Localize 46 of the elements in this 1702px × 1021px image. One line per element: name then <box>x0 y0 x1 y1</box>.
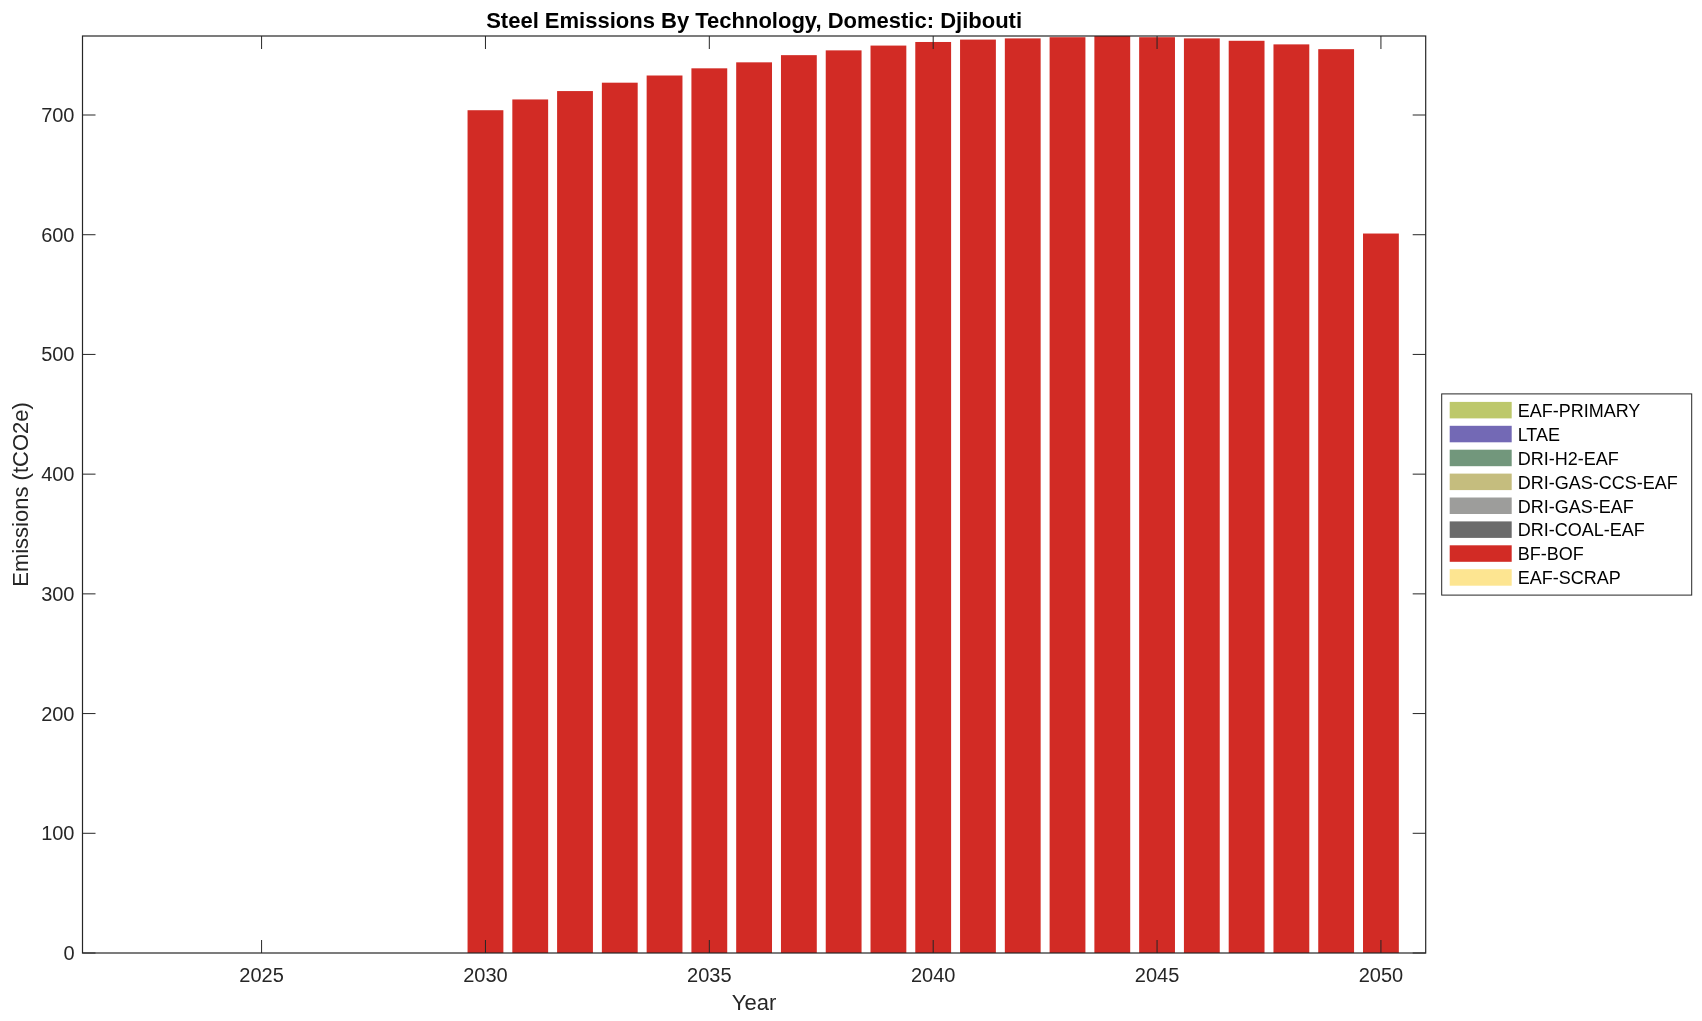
x-tick-label: 2050 <box>1358 964 1404 986</box>
bar <box>1228 40 1265 953</box>
bar <box>780 55 817 953</box>
chart-title: Steel Emissions By Technology, Domestic: Djibouti <box>486 8 1023 33</box>
legend-label: EAF-SCRAP <box>1517 568 1621 589</box>
x-tick-label: 2035 <box>687 964 732 986</box>
bar <box>825 50 862 953</box>
bar <box>646 75 683 953</box>
bar <box>1004 38 1041 953</box>
x-tick-label: 2045 <box>1134 964 1180 986</box>
y-axis-title: Emissions (tCO2e) <box>8 402 33 587</box>
legend-label: BF-BOF <box>1517 544 1584 565</box>
legend-label: EAF-PRIMARY <box>1517 400 1641 421</box>
y-tick-label: 400 <box>41 463 75 486</box>
y-tick-label: 200 <box>41 702 75 725</box>
bar <box>960 39 996 953</box>
x-axis-title: Year <box>731 990 777 1015</box>
bar <box>467 110 504 953</box>
legend-label: DRI-COAL-EAF <box>1517 520 1645 541</box>
x-tick-label: 2040 <box>910 964 956 986</box>
bar <box>915 41 952 953</box>
legend-label: DRI-H2-EAF <box>1517 448 1619 469</box>
y-tick-label: 500 <box>41 343 75 366</box>
x-tick-label: 2030 <box>463 964 508 986</box>
bar <box>1139 37 1175 953</box>
bar <box>1094 36 1131 953</box>
bar <box>1363 233 1399 953</box>
legend-label: LTAE <box>1517 424 1561 445</box>
bar <box>691 68 728 953</box>
y-tick-label: 600 <box>41 223 75 246</box>
bar <box>1273 44 1310 953</box>
legend-label: DRI-GAS-CCS-EAF <box>1517 472 1678 493</box>
bar <box>870 45 907 953</box>
bar <box>512 99 549 953</box>
bar <box>1049 37 1086 953</box>
x-tick-label: 2025 <box>239 964 284 986</box>
y-tick-label: 700 <box>41 104 75 127</box>
y-tick-label: 100 <box>41 822 75 845</box>
bar <box>601 82 638 953</box>
bar <box>1183 38 1220 953</box>
y-tick-label: 300 <box>41 582 75 605</box>
y-tick-label: 0 <box>63 942 75 964</box>
bar <box>557 91 593 953</box>
bar <box>736 62 773 953</box>
legend-label: DRI-GAS-EAF <box>1517 496 1634 517</box>
bar <box>1318 49 1355 953</box>
